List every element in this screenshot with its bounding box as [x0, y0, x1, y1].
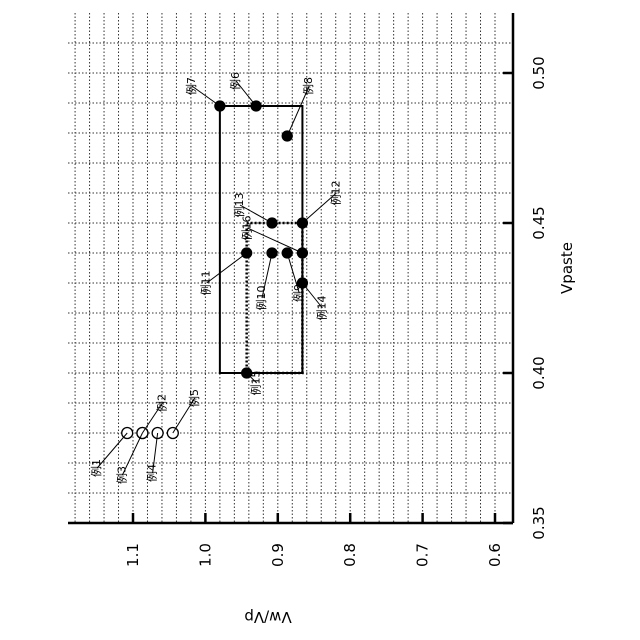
point-label: 例10: [254, 286, 268, 311]
y-axis-title: Vw/Vp: [244, 608, 291, 626]
y-tick-label: 0.6: [486, 543, 504, 567]
x-tick-label: 0.50: [530, 56, 548, 89]
y-tick-label: 0.7: [414, 543, 432, 567]
point-label: 例11: [199, 271, 213, 296]
region-solid: [220, 106, 303, 373]
y-tick-label: 1.1: [124, 543, 142, 567]
regions: [220, 106, 303, 373]
point-label: 例3: [114, 466, 128, 484]
data-points: [122, 101, 308, 439]
point-label: 例2: [154, 394, 168, 412]
x-tick-label: 0.35: [530, 506, 548, 539]
point-label: 例12: [328, 181, 342, 206]
x-tick-label: 0.45: [530, 206, 548, 239]
point-label: 例14: [314, 296, 328, 321]
y-tick-label: 0.8: [341, 543, 359, 567]
y-tick-label: 0.9: [269, 543, 287, 567]
point-label: 例9: [291, 284, 305, 302]
point-label: 例15: [249, 371, 263, 396]
point-label: 例5: [187, 389, 201, 407]
point-label: 例13: [232, 193, 246, 218]
point-label: 例1: [89, 459, 103, 477]
point-label: 例16: [239, 216, 253, 241]
x-tick-label: 0.40: [530, 356, 548, 389]
point-label: 例7: [184, 77, 198, 95]
point-label: 例8: [301, 77, 315, 95]
point-label: 例6: [228, 72, 242, 90]
point-label: 例4: [145, 464, 159, 482]
x-axis-title: Vpaste: [558, 242, 576, 294]
y-tick-label: 1.0: [196, 543, 214, 567]
grid: [68, 13, 513, 523]
leader-line: [207, 253, 247, 283]
